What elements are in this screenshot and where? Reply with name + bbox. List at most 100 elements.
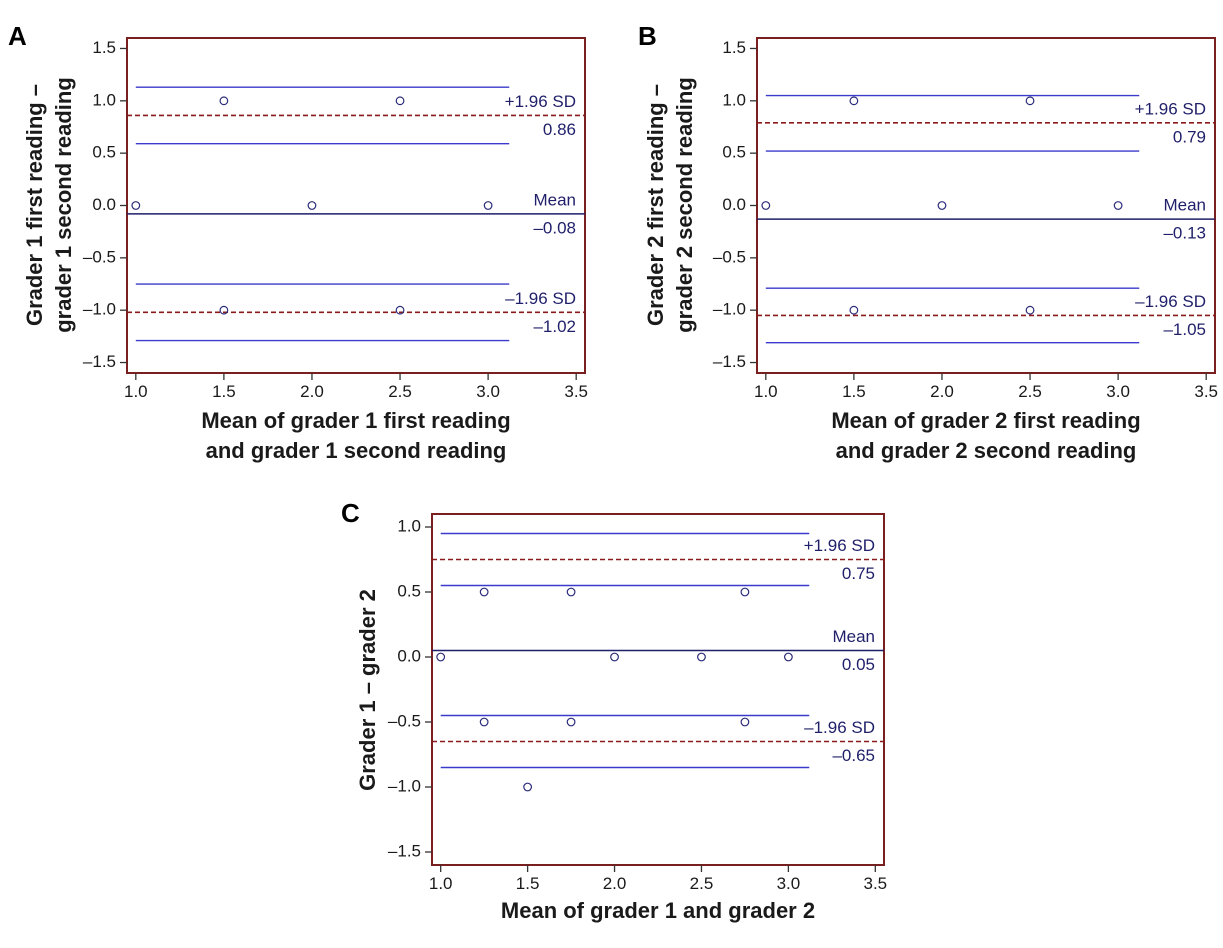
x-tick-label: 2.0 xyxy=(300,382,324,401)
data-point xyxy=(395,96,405,106)
x-axis-title-line: and grader 1 second reading xyxy=(206,438,507,463)
data-point xyxy=(849,96,859,106)
data-point xyxy=(307,201,317,210)
y-tick-label: 1.0 xyxy=(397,516,421,535)
x-tick-label: 3.5 xyxy=(564,382,588,401)
y-tick-label: 1.5 xyxy=(722,38,746,57)
y-tick-label: –0.5 xyxy=(713,247,746,266)
mean-label: Mean xyxy=(832,627,875,646)
y-tick-label: –1.5 xyxy=(388,841,421,860)
mean-value: –0.08 xyxy=(533,218,576,237)
mean-value: –0.13 xyxy=(1163,224,1206,243)
upper-loa-value: 0.86 xyxy=(543,120,576,139)
panel-letter: A xyxy=(8,21,27,51)
x-tick-label: 3.0 xyxy=(1106,382,1130,401)
x-tick-label: 1.0 xyxy=(754,382,778,401)
x-tick-label: 3.5 xyxy=(863,874,887,893)
y-axis-title: Grader 2 first reading – grader 2 second … xyxy=(643,77,697,333)
data-point xyxy=(436,652,446,662)
data-point xyxy=(395,305,405,315)
x-axis-title-line: Mean of grader 2 first reading xyxy=(831,408,1140,433)
data-point xyxy=(697,652,706,662)
data-point xyxy=(937,201,947,210)
data-point xyxy=(566,717,576,727)
y-axis-title-line: grader 1 second reading xyxy=(51,77,76,333)
x-axis-title-line: Mean of grader 1 first reading xyxy=(201,408,510,433)
lower-loa-label: –1.96 SD xyxy=(505,289,576,308)
lower-loa-label: –1.96 SD xyxy=(1135,292,1206,311)
y-axis-title-line: Grader 2 first reading – xyxy=(643,84,668,326)
y-tick-label: 0.0 xyxy=(92,195,116,214)
y-tick-label: 0.5 xyxy=(92,143,116,162)
x-tick-label: 1.5 xyxy=(842,382,866,401)
y-tick-label: –1.0 xyxy=(83,300,116,319)
x-tick-label: 1.5 xyxy=(516,874,540,893)
panel-letter: B xyxy=(638,21,657,51)
data-point xyxy=(219,96,229,106)
y-tick-label: –1.5 xyxy=(83,352,116,371)
data-point xyxy=(610,652,619,662)
y-tick-label: 0.5 xyxy=(722,143,746,162)
x-tick-label: 2.5 xyxy=(1018,382,1042,401)
y-tick-label: –1.0 xyxy=(388,776,421,795)
data-point xyxy=(131,201,141,210)
y-tick-label: –0.5 xyxy=(83,247,116,266)
lower-loa-value: –1.05 xyxy=(1163,320,1206,339)
y-tick-label: 0.0 xyxy=(722,195,746,214)
x-axis-title: Mean of grader 1 and grader 2 xyxy=(501,898,815,923)
data-point xyxy=(1025,96,1035,106)
x-tick-label: 2.0 xyxy=(603,874,627,893)
y-tick-label: –1.5 xyxy=(713,352,746,371)
data-point xyxy=(566,587,576,597)
mean-label: Mean xyxy=(1163,196,1206,215)
y-axis-title-line: Grader 1 first reading – xyxy=(22,84,47,326)
data-point xyxy=(849,305,859,315)
x-axis-title-line: Mean of grader 1 and grader 2 xyxy=(501,898,815,923)
mean-value: 0.05 xyxy=(842,655,875,674)
panel-b: B 1.0 1.5 2.0 2.5 3.0 3.5 1.5 1.0 0.5 0.0 –0.5 –1.0 –… xyxy=(638,21,1218,463)
plot-frame xyxy=(756,37,1216,374)
y-tick-label: –0.5 xyxy=(388,711,421,730)
y-tick-label: 1.5 xyxy=(92,38,116,57)
upper-loa-label: +1.96 SD xyxy=(1135,99,1206,118)
y-tick-label: 0.0 xyxy=(397,646,421,665)
data-point xyxy=(483,201,493,210)
x-tick-label: 2.0 xyxy=(930,382,954,401)
x-tick-label: 3.0 xyxy=(777,874,801,893)
y-tick-label: 1.0 xyxy=(722,90,746,109)
lower-loa-value: –0.65 xyxy=(832,746,875,765)
y-tick-label: –1.0 xyxy=(713,300,746,319)
upper-loa-value: 0.75 xyxy=(842,564,875,583)
panel-letter: C xyxy=(341,498,360,528)
y-axis-title: Grader 1 – grader 2 xyxy=(355,589,380,791)
data-point xyxy=(219,305,229,315)
data-point xyxy=(1025,305,1035,315)
y-axis-title-line: Grader 1 – grader 2 xyxy=(355,589,380,791)
x-axis-title-line: and grader 2 second reading xyxy=(836,438,1137,463)
upper-loa-value: 0.79 xyxy=(1173,127,1206,146)
x-tick-label: 2.5 xyxy=(690,874,714,893)
panel-a: A 1.0 1.5 2.0 2.5 3.0 3.5 1.5 1.0 0.5 0.0 –0.5 –1.0 –… xyxy=(8,21,588,463)
x-tick-label: 1.0 xyxy=(124,382,148,401)
data-point xyxy=(1113,201,1123,210)
plot-frame xyxy=(126,37,586,374)
x-tick-label: 1.0 xyxy=(429,874,453,893)
x-tick-label: 1.5 xyxy=(212,382,236,401)
y-axis-title: Grader 1 first reading – grader 1 second … xyxy=(22,77,76,333)
y-tick-label: 1.0 xyxy=(92,90,116,109)
x-tick-label: 3.0 xyxy=(476,382,500,401)
data-point xyxy=(479,587,489,597)
data-point xyxy=(479,717,489,727)
upper-loa-label: +1.96 SD xyxy=(505,92,576,111)
lower-loa-value: –1.02 xyxy=(533,317,576,336)
data-point xyxy=(761,201,771,210)
data-point xyxy=(740,717,750,727)
panel-c: C 1.0 1.5 2.0 2.5 3.0 3.5 1.0 0.5 0.0 –0.5 –1.0 –1.5… xyxy=(341,498,887,923)
lower-loa-label: –1.96 SD xyxy=(804,718,875,737)
mean-label: Mean xyxy=(533,190,576,209)
x-axis-title: Mean of grader 1 first reading and grader… xyxy=(201,408,510,463)
y-tick-label: 0.5 xyxy=(397,581,421,600)
upper-loa-label: +1.96 SD xyxy=(804,536,875,555)
plot-frame xyxy=(431,513,885,866)
